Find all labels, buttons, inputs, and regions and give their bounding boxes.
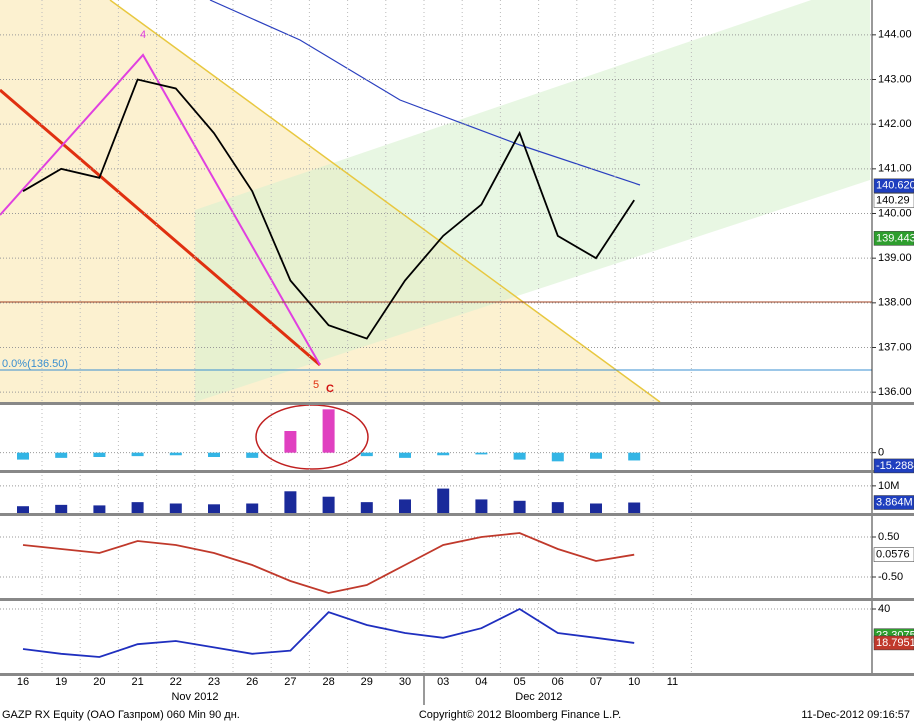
value-label-box [873, 495, 914, 510]
y-tick-label: 139.00 [878, 252, 912, 264]
bar [513, 452, 526, 460]
month-label: Dec 2012 [515, 691, 562, 703]
bar [360, 452, 373, 457]
bar [17, 506, 29, 513]
x-tick-label: 05 [513, 676, 525, 688]
x-tick-label: 04 [475, 676, 487, 688]
bar [437, 452, 450, 456]
value-label: 140.29 [876, 194, 910, 206]
bar [628, 452, 641, 461]
bar [322, 496, 335, 513]
y-tick-label: 0 [878, 447, 884, 459]
value-label-box [873, 635, 914, 651]
bar [93, 452, 106, 457]
bar [246, 452, 259, 458]
bar [208, 504, 220, 513]
bar [169, 452, 182, 456]
bar [55, 504, 68, 513]
bar [399, 499, 411, 513]
bar [169, 503, 182, 513]
value-label: 18.7951 [876, 637, 914, 649]
x-tick-label: 03 [437, 676, 449, 688]
value-label-box [873, 458, 914, 474]
x-tick-label: 10 [628, 676, 640, 688]
x-tick-label: 21 [131, 676, 143, 688]
bar [55, 452, 68, 458]
value-label: 139.4436 [876, 232, 914, 244]
value-label-box [873, 178, 914, 194]
y-tick-label: 143.00 [878, 73, 912, 85]
x-tick-label: 07 [590, 676, 602, 688]
x-tick-label: 30 [399, 676, 411, 688]
y-tick-label: -0.50 [878, 571, 903, 583]
value-label: 0.0576 [876, 549, 910, 561]
bar [551, 452, 564, 462]
x-tick-label: 19 [55, 676, 67, 688]
y-tick-label: 136.00 [878, 386, 912, 398]
series-line [22, 78, 635, 340]
wave-line [0, 53, 321, 366]
bar [475, 499, 488, 513]
month-label: Nov 2012 [171, 691, 218, 703]
trend-line [109, 0, 661, 403]
moving-average [209, 0, 641, 186]
value-label-box [873, 231, 914, 246]
value-label-box [873, 193, 914, 208]
bar [437, 488, 450, 513]
series-line [22, 532, 635, 594]
bar [284, 431, 297, 453]
y-tick-label: 144.00 [878, 29, 912, 41]
bar [93, 505, 106, 513]
annotation: 4 [140, 29, 146, 41]
bar [284, 491, 297, 513]
annotation: C [326, 383, 334, 395]
x-tick-label: 27 [284, 676, 296, 688]
trend-line [0, 88, 321, 367]
y-tick-label: 140.00 [878, 207, 912, 219]
y-tick-label: 10M [878, 480, 899, 492]
bar [131, 502, 144, 513]
x-tick-label: 26 [246, 676, 258, 688]
x-tick-label: 23 [208, 676, 220, 688]
footer-left: GAZP RX Equity (OAO Газпром) 060 Min 90 … [2, 709, 240, 721]
bar [551, 502, 564, 513]
series-line [22, 607, 635, 658]
footer-right: 11-Dec-2012 09:16:57 [801, 709, 910, 721]
bar [590, 452, 602, 459]
annotation: 0.0%(136.50) [2, 358, 68, 370]
x-tick-label: 11 [667, 676, 678, 688]
value-label-box [873, 547, 914, 562]
y-tick-label: 137.00 [878, 341, 912, 353]
bar [17, 452, 29, 460]
y-tick-label: 0.50 [878, 531, 899, 543]
bar [399, 452, 411, 458]
x-tick-label: 20 [93, 676, 105, 688]
y-tick-label: 138.00 [878, 297, 912, 309]
x-tick-label: 16 [17, 676, 29, 688]
footer-center: Copyright© 2012 Bloomberg Finance L.P. [419, 709, 621, 721]
bar [131, 452, 144, 457]
value-label: -15.2884 [876, 460, 914, 472]
value-label: 3.864M [876, 496, 913, 508]
bar [322, 409, 335, 453]
bar [208, 452, 220, 457]
bar [513, 500, 526, 513]
y-tick-label: 40 [878, 603, 890, 615]
bar [360, 502, 373, 513]
x-tick-label: 28 [322, 676, 334, 688]
bar [628, 502, 641, 513]
x-tick-label: 29 [361, 676, 373, 688]
x-tick-label: 06 [552, 676, 564, 688]
annotation: 5 [313, 379, 319, 391]
y-tick-label: 141.00 [878, 163, 912, 175]
x-tick-label: 22 [170, 676, 182, 688]
bar [246, 503, 259, 513]
bar [590, 503, 602, 513]
bar [475, 452, 488, 455]
y-tick-label: 142.00 [878, 118, 912, 130]
